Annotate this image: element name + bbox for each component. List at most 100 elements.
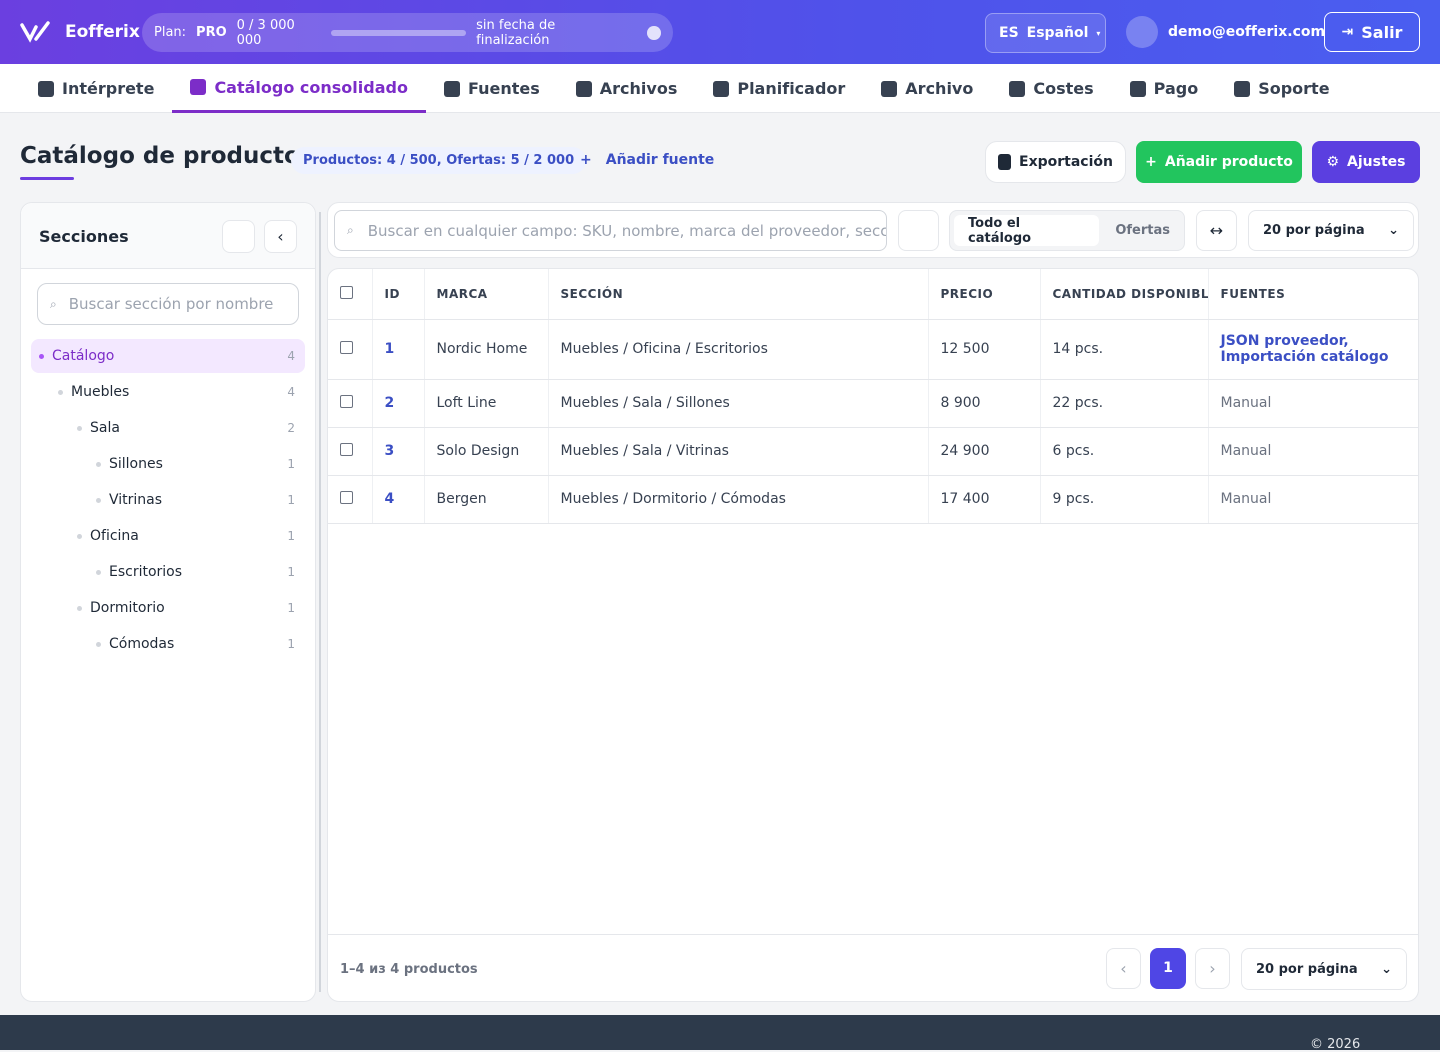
section-search[interactable]: ⌕ Buscar sección por nombre — [37, 283, 299, 325]
filter-button[interactable] — [898, 210, 939, 251]
column-header[interactable]: SECCIÓN — [548, 269, 929, 320]
lang-code: ES — [999, 25, 1019, 41]
tree-count: 1 — [287, 601, 295, 615]
column-header[interactable]: ID — [372, 269, 425, 320]
brand[interactable]: Eofferix — [65, 22, 140, 42]
width-button[interactable]: ↔ — [1196, 210, 1237, 251]
per-page-select[interactable]: 20 por página ⌄ — [1248, 210, 1414, 251]
nav-item[interactable]: Archivos — [558, 64, 696, 113]
export-label: Exportación — [1019, 154, 1113, 170]
nav-label: Planificador — [737, 79, 846, 98]
cell-section: Muebles / Sala / Sillones — [548, 379, 929, 428]
checkbox[interactable] — [340, 442, 353, 456]
nav-item[interactable]: Catálogo consolidado — [172, 64, 426, 113]
row-select[interactable] — [328, 475, 373, 524]
source[interactable]: Importación catálogo — [1220, 349, 1389, 365]
cell-brand: Loft Line — [424, 379, 549, 428]
nav-item[interactable]: Costes — [991, 64, 1111, 113]
tree-label: Dormitorio — [90, 600, 165, 616]
cell-sources: Manual — [1208, 379, 1418, 428]
cell-qty: 22 pcs. — [1040, 379, 1209, 428]
table-panel: ID MARCA SECCIÓN PRECIO CANTIDAD DISPONIBLE F… — [327, 268, 1419, 1002]
tree-node[interactable]: Muebles 4 — [31, 375, 305, 409]
nav-item[interactable]: Soporte — [1216, 64, 1347, 113]
title-underline — [20, 177, 74, 180]
cell-id[interactable]: 3 — [372, 427, 425, 476]
tree-node[interactable]: Escritorios 1 — [31, 555, 305, 589]
tree-label: Cómodas — [109, 636, 175, 652]
tree-node[interactable]: Cómodas 1 — [31, 627, 305, 661]
cell-price: 24 900 — [928, 427, 1041, 476]
tab[interactable]: Todo el catálogo — [954, 215, 1100, 246]
source: Manual — [1220, 443, 1272, 459]
row-select[interactable] — [328, 379, 373, 428]
column-header[interactable]: MARCA — [424, 269, 549, 320]
add-source[interactable]: + Añadir fuente — [580, 152, 715, 168]
checkbox[interactable] — [340, 394, 353, 408]
nav-item[interactable]: Intérprete — [20, 64, 172, 113]
edit-button[interactable] — [222, 220, 255, 253]
resize-handle[interactable] — [319, 212, 321, 992]
cell-price: 12 500 — [928, 319, 1041, 380]
column-header[interactable]: FUENTES — [1208, 269, 1418, 320]
select-all[interactable] — [328, 269, 373, 320]
expiry: sin fecha de finalización — [476, 17, 556, 48]
cell-id[interactable]: 2 — [372, 379, 425, 428]
row-select[interactable] — [328, 319, 373, 380]
row-select[interactable] — [328, 427, 373, 476]
checkbox[interactable] — [340, 490, 353, 504]
settings-button[interactable]: ⚙ Ajustes — [1312, 141, 1420, 183]
cell-sources: Manual — [1208, 475, 1418, 524]
checkbox[interactable] — [340, 340, 353, 354]
page-button[interactable]: 1 — [1150, 948, 1186, 989]
toolbar: ⌕ Buscar en cualquier campo: SKU, nombre,… — [327, 202, 1419, 258]
nav-icon — [1009, 80, 1026, 97]
tree-node[interactable]: Sillones 1 — [31, 447, 305, 481]
summary: 1–4 из 4 productos — [340, 962, 478, 977]
nav-item[interactable]: Archivo — [863, 64, 991, 113]
tree-node[interactable]: Sala 2 — [31, 411, 305, 445]
tree-node[interactable]: Dormitorio 1 — [31, 591, 305, 625]
search-input[interactable]: ⌕ Buscar en cualquier campo: SKU, nombre,… — [334, 210, 887, 251]
nav-item[interactable]: Fuentes — [426, 64, 558, 113]
collapse-button[interactable]: ‹ — [264, 220, 297, 253]
export-button[interactable]: Exportación — [985, 141, 1126, 183]
language-select[interactable]: ES Español ▾ — [985, 13, 1106, 53]
cell-section: Muebles / Dormitorio / Cómodas — [548, 475, 929, 524]
tree-node[interactable]: Catálogo 4 — [31, 339, 305, 373]
cell-sources: Manual — [1208, 427, 1418, 476]
tree-count: 1 — [287, 637, 295, 651]
tree-node[interactable]: Oficina 1 — [31, 519, 305, 553]
prev-page[interactable]: ‹ — [1106, 948, 1141, 989]
column-header[interactable]: PRECIO — [928, 269, 1041, 320]
tree-label: Escritorios — [109, 564, 183, 580]
add-source-label: Añadir fuente — [605, 152, 715, 168]
cell-section: Muebles / Sala / Vitrinas — [548, 427, 929, 476]
avatar[interactable] — [1126, 16, 1158, 48]
add-product-button[interactable]: + Añadir producto — [1136, 141, 1302, 183]
source[interactable]: JSON proveedor, — [1220, 333, 1349, 349]
tree-dot — [77, 425, 82, 431]
add-product-label: Añadir producto — [1164, 154, 1293, 170]
nav-label: Pago — [1153, 79, 1199, 98]
logout-button[interactable]: ⇥ Salir — [1324, 12, 1420, 52]
info-icon[interactable] — [647, 25, 661, 40]
cell-id[interactable]: 1 — [372, 319, 425, 380]
tab[interactable]: Ofertas — [1115, 223, 1170, 238]
table-row: 3 Solo Design Muebles / Sala / Vitrinas 24 … — [328, 427, 1418, 476]
sidebar: Secciones ‹ ⌕ Buscar sección por nombre C… — [20, 202, 316, 1002]
logo — [20, 21, 50, 43]
per-page-label: 20 por página — [1263, 223, 1365, 238]
tree-count: 1 — [287, 529, 295, 543]
column-header[interactable]: CANTIDAD DISPONIBLE — [1040, 269, 1209, 320]
user-email[interactable]: demo@eofferix.com — [1168, 24, 1326, 40]
sidebar-title: Secciones — [39, 227, 129, 246]
tree-node[interactable]: Vitrinas 1 — [31, 483, 305, 517]
next-page[interactable]: › — [1195, 948, 1230, 989]
nav-item[interactable]: Planificador — [695, 64, 863, 113]
per-page-select[interactable]: 20 por página ⌄ — [1241, 948, 1407, 990]
usage-bar — [330, 29, 467, 36]
nav-item[interactable]: Pago — [1112, 64, 1217, 113]
tree-label: Sala — [90, 420, 120, 436]
cell-id[interactable]: 4 — [372, 475, 425, 524]
